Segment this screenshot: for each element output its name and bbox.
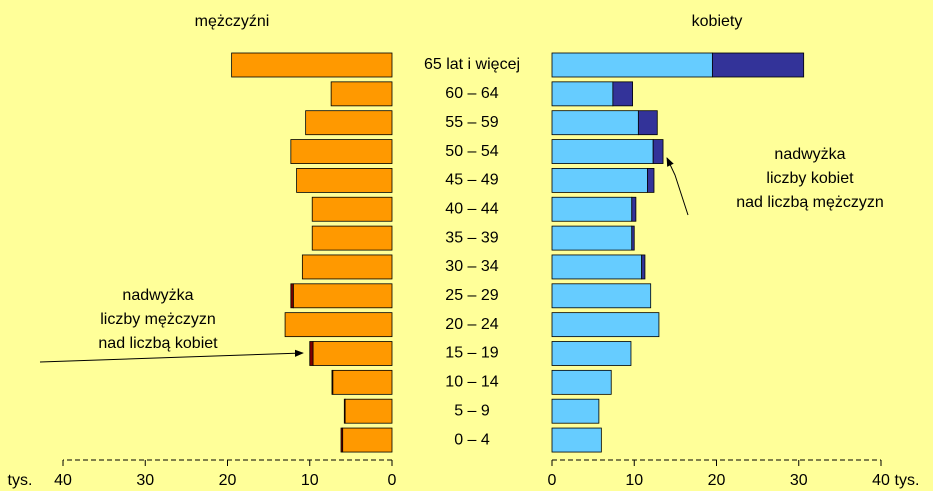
- category-label: 15 – 19: [445, 345, 498, 362]
- bar: [284, 312, 393, 338]
- x-tick-label: 20: [708, 472, 726, 489]
- bar: [551, 254, 643, 280]
- bar: [290, 283, 294, 309]
- bar: [332, 369, 393, 395]
- x-tick-label: 30: [136, 472, 154, 489]
- bar: [551, 196, 633, 222]
- bar: [343, 398, 346, 424]
- bar: [340, 427, 344, 453]
- category-label: 25 – 29: [445, 287, 498, 304]
- category-label: 40 – 44: [445, 200, 498, 217]
- bar: [551, 312, 660, 338]
- panel-title: kobiety: [692, 13, 743, 30]
- annotation: liczby mężczyzn: [100, 311, 216, 328]
- bar: [637, 110, 658, 136]
- panel-title: mężczyźni: [195, 13, 270, 30]
- bar: [309, 341, 314, 366]
- category-label: 20 – 24: [445, 316, 498, 333]
- annotation: nad liczbą kobiet: [98, 335, 218, 352]
- bar: [647, 167, 655, 193]
- x-tick-label: 40: [54, 472, 72, 489]
- bar: [311, 196, 393, 222]
- bar: [301, 254, 393, 280]
- category-label: 45 – 49: [445, 172, 498, 189]
- category-label: 5 – 9: [454, 402, 490, 419]
- bar: [641, 254, 646, 280]
- x-tick-label: 10: [301, 472, 319, 489]
- bar: [296, 167, 393, 193]
- bar: [344, 398, 393, 424]
- bar: [551, 283, 652, 309]
- bar: [551, 167, 648, 193]
- bar: [551, 341, 632, 366]
- bar: [652, 139, 664, 164]
- category-label: 35 – 39: [445, 229, 498, 246]
- bar: [231, 52, 393, 78]
- bar: [551, 427, 602, 453]
- bar: [551, 81, 614, 107]
- bar: [551, 225, 633, 251]
- category-label: 55 – 59: [445, 114, 498, 131]
- annotation-arrow: [666, 157, 689, 216]
- bar: [551, 110, 639, 136]
- annotation: nadwyżka: [774, 146, 845, 163]
- bar: [312, 341, 393, 366]
- bar: [342, 427, 393, 453]
- category-label: 10 – 14: [445, 374, 498, 391]
- bar: [551, 52, 713, 78]
- annotation: nadwyżka: [122, 287, 193, 304]
- annotation-arrow: [39, 349, 304, 363]
- x-tick-label: 30: [790, 472, 808, 489]
- category-label: 50 – 54: [445, 143, 498, 160]
- x-tick-label: 0: [388, 472, 397, 489]
- annotation: liczby kobiet: [766, 170, 854, 187]
- x-tick-label: 10: [625, 472, 643, 489]
- bar: [631, 196, 637, 222]
- bar: [305, 110, 393, 136]
- x-tick-label: 20: [219, 472, 237, 489]
- annotation: nad liczbą mężczyzn: [736, 194, 884, 211]
- bar: [631, 225, 635, 251]
- bar: [612, 81, 634, 107]
- category-label: 60 – 64: [445, 85, 498, 102]
- category-label: 30 – 34: [445, 258, 498, 275]
- x-tick-label: 0: [548, 472, 557, 489]
- bar: [330, 81, 393, 107]
- category-label: 0 – 4: [454, 431, 490, 448]
- bar: [711, 52, 805, 78]
- bar: [551, 139, 654, 164]
- x-tick-label: 40: [872, 472, 890, 489]
- bar: [551, 398, 600, 424]
- bar: [551, 369, 612, 395]
- bar: [311, 225, 393, 251]
- bar: [292, 283, 393, 309]
- axis-unit: tys.: [895, 472, 920, 489]
- axis-unit: tys.: [8, 472, 33, 489]
- bar: [290, 139, 393, 164]
- bar: [331, 369, 334, 395]
- category-label: 65 lat i więcej: [424, 56, 520, 73]
